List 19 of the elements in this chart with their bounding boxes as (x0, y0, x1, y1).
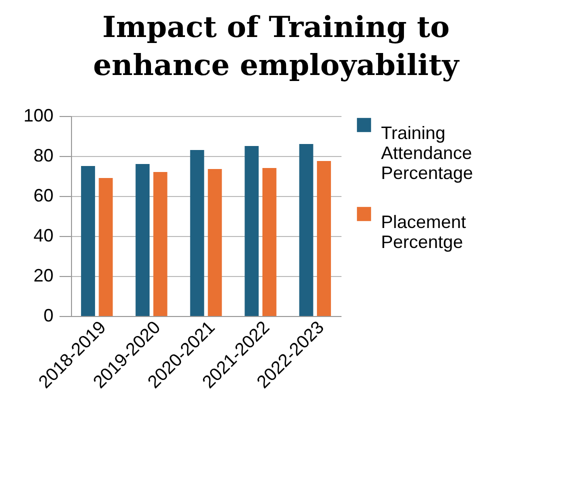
bar (81, 166, 96, 316)
bar (153, 172, 168, 316)
y-tick-label: 100 (23, 106, 54, 126)
y-tick-label: 40 (33, 226, 54, 246)
chart-title: Impact of Training to enhance employability (93, 10, 460, 82)
bar (316, 161, 331, 316)
bar (98, 178, 113, 316)
bar (244, 146, 259, 316)
bar (136, 164, 150, 316)
bar (262, 168, 276, 316)
y-tick-label: 60 (33, 186, 54, 206)
legend-label: Placement Percentge (381, 212, 466, 252)
bar (299, 144, 314, 316)
y-tick-label: 80 (33, 146, 54, 166)
bar (208, 169, 222, 316)
y-tick-label: 20 (33, 266, 54, 286)
legend-label: Training Attendance Percentage (381, 123, 474, 183)
y-tick-label: 0 (43, 306, 54, 326)
bar (190, 150, 204, 316)
